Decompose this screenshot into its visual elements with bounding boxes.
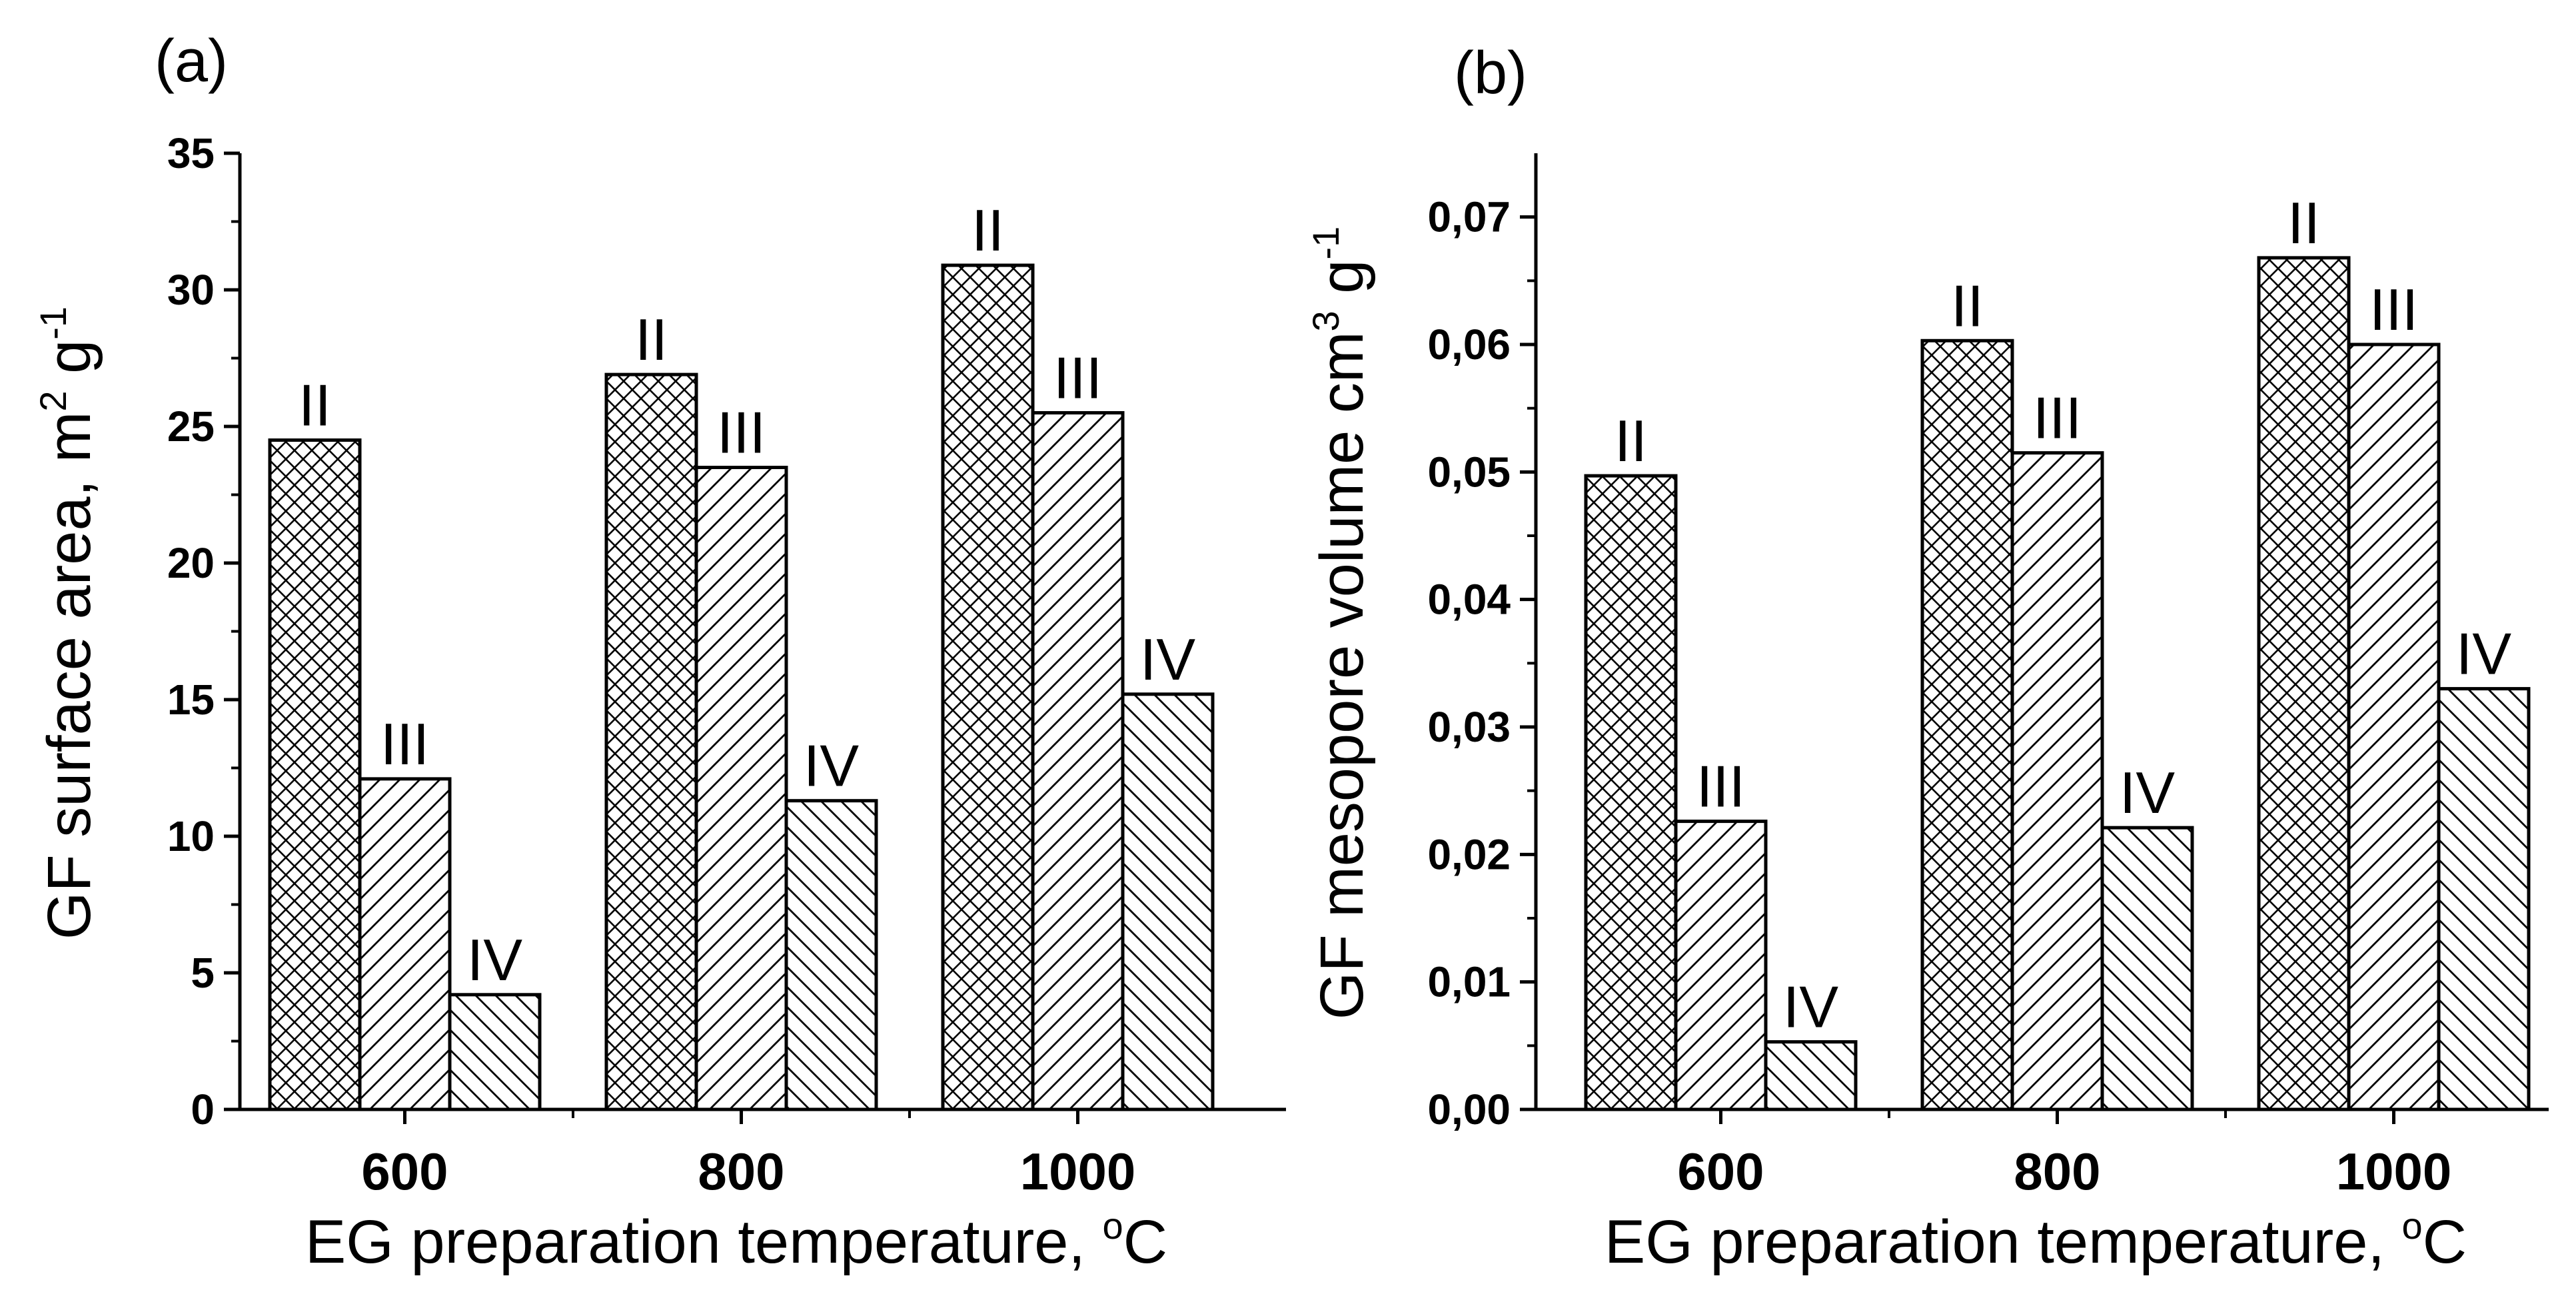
bar-label: III (2369, 277, 2418, 342)
x-tick-label: 1000 (2336, 1142, 2452, 1201)
bar-label: III (1053, 345, 1102, 411)
panel-a-x-axis-title: EG preparation temperature, oC (305, 1205, 1167, 1276)
panel-b-x-ticks: 600 800 1000 (1677, 1109, 2451, 1201)
bar-IV-800 (784, 799, 878, 1111)
bar-II-600 (1584, 474, 1678, 1111)
panel-b-bars (1584, 256, 2531, 1111)
y-tick-label: 25 (167, 402, 215, 450)
y-tick-label: 0,04 (1427, 576, 1511, 624)
bar-label: II (1951, 273, 1984, 338)
panel-a-y-ticks: 0 5 10 15 20 25 30 35 (167, 129, 240, 1133)
x-tick-label: 1000 (1020, 1142, 1136, 1201)
bar-label: III (2033, 385, 2082, 451)
bar-label: II (971, 197, 1004, 263)
y-tick-label: 30 (167, 266, 215, 314)
bar-label: III (380, 711, 429, 777)
y-tick-label: 0,00 (1427, 1085, 1511, 1133)
bar-IV-1000 (1121, 692, 1215, 1111)
bar-label: II (299, 372, 331, 438)
bar-II-600 (268, 438, 362, 1111)
bar-IV-800 (2100, 826, 2194, 1111)
panel-a-bars (268, 263, 1215, 1111)
y-tick-label: 0,01 (1427, 958, 1511, 1006)
bar-III-800 (694, 466, 788, 1111)
bar-III-600 (358, 777, 452, 1111)
panel-b-x-axis-title: EG preparation temperature, oC (1605, 1205, 2467, 1276)
bar-label: IV (1783, 974, 1838, 1040)
bar-III-1000 (1031, 411, 1125, 1111)
bar-II-800 (604, 372, 698, 1111)
y-tick-label: 10 (167, 812, 215, 860)
y-tick-label: 0,03 (1427, 703, 1511, 751)
panel-a-label: (a) (155, 28, 228, 95)
panel-b-y-axis-title: GF mesopore volume cm3 g-1 (1305, 227, 1376, 1019)
x-tick-label: 800 (698, 1142, 784, 1201)
bar-III-600 (1674, 820, 1768, 1111)
bar-label: IV (2456, 621, 2511, 687)
y-tick-label: 0 (191, 1085, 215, 1133)
bar-label: III (1696, 754, 1745, 820)
bar-II-800 (1920, 338, 2014, 1111)
x-tick-label: 600 (1677, 1142, 1764, 1201)
y-tick-label: 5 (191, 949, 215, 997)
panel-a-y-axis-title: GF surface area, m2 g-1 (32, 307, 103, 940)
bar-II-1000 (2257, 256, 2351, 1111)
y-tick-label: 15 (167, 676, 215, 724)
bar-label: II (2287, 190, 2320, 256)
y-tick-label: 0,02 (1427, 830, 1511, 878)
y-tick-label: 20 (167, 539, 215, 587)
y-tick-label: 0,05 (1427, 448, 1511, 496)
bar-label: IV (2120, 760, 2175, 826)
bar-IV-600 (1764, 1040, 1858, 1111)
bar-label: IV (804, 733, 859, 799)
bar-IV-1000 (2437, 687, 2531, 1111)
y-tick-label: 0,06 (1427, 321, 1511, 368)
panel-b-y-ticks: 0,00 0,01 0,02 0,03 0,04 0,05 0,06 0,07 (1427, 193, 1536, 1133)
bar-label: IV (1140, 626, 1195, 692)
y-tick-label: 35 (167, 129, 215, 177)
x-tick-label: 800 (2014, 1142, 2100, 1201)
bar-III-800 (2010, 451, 2104, 1111)
bar-IV-600 (448, 993, 542, 1111)
panel-b-label: (b) (1454, 40, 1527, 107)
bar-label: II (1614, 408, 1647, 474)
bar-label: IV (467, 927, 522, 993)
panel-a-x-ticks: 600 800 1000 (361, 1109, 1135, 1201)
x-tick-label: 600 (361, 1142, 448, 1201)
y-tick-label: 0,07 (1427, 193, 1511, 241)
bar-label: II (635, 307, 668, 372)
bar-label: III (717, 400, 766, 466)
bar-II-1000 (941, 263, 1035, 1111)
bar-III-1000 (2347, 342, 2441, 1111)
